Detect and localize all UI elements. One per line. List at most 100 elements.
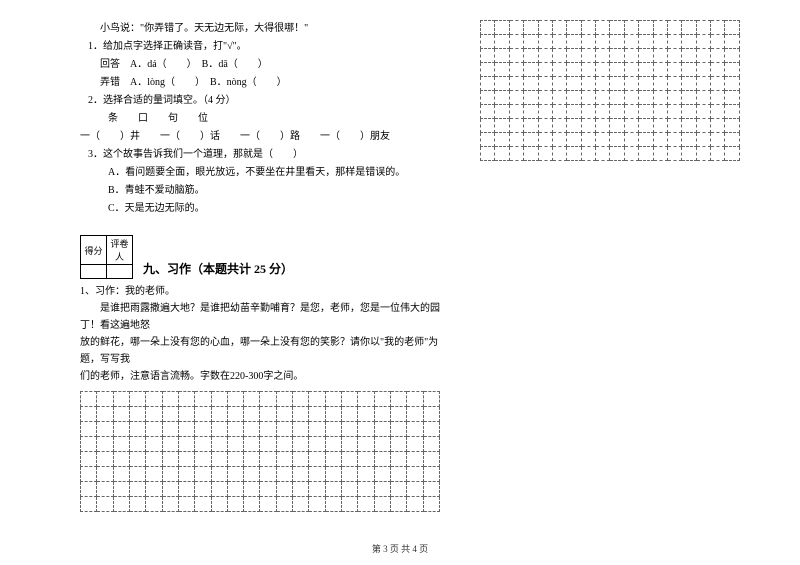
grid-cell bbox=[639, 147, 653, 161]
grid-cell bbox=[342, 497, 358, 512]
grid-cell bbox=[696, 147, 710, 161]
grid-cell bbox=[407, 407, 423, 422]
grid-cell bbox=[390, 437, 406, 452]
grid-cell bbox=[696, 105, 710, 119]
grid-cell bbox=[696, 35, 710, 49]
grid-cell bbox=[342, 422, 358, 437]
grid-cell bbox=[146, 467, 162, 482]
grid-cell bbox=[342, 482, 358, 497]
grid-cell bbox=[610, 35, 624, 49]
grid-cell bbox=[639, 91, 653, 105]
grid-cell bbox=[624, 49, 638, 63]
grid-cell bbox=[129, 392, 145, 407]
grid-cell bbox=[481, 119, 495, 133]
grid-cell bbox=[653, 77, 667, 91]
grid-cell bbox=[342, 452, 358, 467]
grid-cell bbox=[538, 119, 552, 133]
grid-cell bbox=[624, 119, 638, 133]
grid-cell bbox=[696, 49, 710, 63]
grid-cell bbox=[509, 147, 523, 161]
grid-cell bbox=[639, 35, 653, 49]
grid-cell bbox=[552, 77, 566, 91]
grid-cell bbox=[696, 21, 710, 35]
grid-cell bbox=[97, 497, 113, 512]
grid-cell bbox=[725, 77, 740, 91]
grid-cell bbox=[495, 91, 509, 105]
grid-cell bbox=[711, 77, 725, 91]
grid-cell bbox=[97, 467, 113, 482]
grid-cell bbox=[260, 482, 276, 497]
grid-cell bbox=[596, 105, 610, 119]
grid-cell bbox=[309, 467, 325, 482]
grid-cell bbox=[309, 437, 325, 452]
grid-cell bbox=[129, 497, 145, 512]
grid-cell bbox=[358, 437, 374, 452]
grid-cell bbox=[407, 422, 423, 437]
grid-cell bbox=[538, 133, 552, 147]
grid-cell bbox=[129, 422, 145, 437]
grid-cell bbox=[146, 422, 162, 437]
grid-cell bbox=[653, 133, 667, 147]
grid-cell bbox=[276, 422, 292, 437]
grid-cell bbox=[682, 49, 696, 63]
grid-cell bbox=[696, 119, 710, 133]
grid-cell bbox=[211, 467, 227, 482]
grid-cell bbox=[195, 467, 211, 482]
grid-cell bbox=[581, 63, 595, 77]
grid-cell bbox=[129, 467, 145, 482]
grid-cell bbox=[195, 482, 211, 497]
reading-q1-opt1: 回答 A．dá（ ） B．dā（ ） bbox=[80, 56, 440, 73]
grid-cell bbox=[293, 482, 309, 497]
reading-bird-line: 小鸟说："你弄错了。天无边无际，大得很哪！" bbox=[80, 20, 440, 37]
grid-cell bbox=[725, 21, 740, 35]
grid-cell bbox=[390, 407, 406, 422]
grid-cell bbox=[596, 133, 610, 147]
grid-cell bbox=[552, 49, 566, 63]
grid-cell bbox=[162, 392, 178, 407]
grid-cell bbox=[244, 407, 260, 422]
grid-cell bbox=[711, 119, 725, 133]
grid-cell bbox=[567, 105, 581, 119]
grid-cell bbox=[711, 91, 725, 105]
grid-cell bbox=[552, 35, 566, 49]
grid-cell bbox=[581, 119, 595, 133]
grid-cell bbox=[244, 392, 260, 407]
grid-cell bbox=[276, 392, 292, 407]
grid-cell bbox=[162, 482, 178, 497]
grid-cell bbox=[81, 467, 97, 482]
grid-cell bbox=[495, 77, 509, 91]
grid-cell bbox=[495, 133, 509, 147]
grid-cell bbox=[276, 452, 292, 467]
grid-cell bbox=[358, 497, 374, 512]
grid-cell bbox=[227, 407, 243, 422]
essay-prompt-line2: 放的鲜花，哪一朵上没有您的心血，哪一朵上没有您的笑影？请你以"我的老师"为题，写… bbox=[80, 334, 440, 368]
grid-cell bbox=[711, 49, 725, 63]
grid-cell bbox=[538, 147, 552, 161]
grid-cell bbox=[581, 91, 595, 105]
grid-cell bbox=[195, 497, 211, 512]
grid-cell bbox=[146, 452, 162, 467]
grid-cell bbox=[390, 452, 406, 467]
grid-cell bbox=[374, 467, 390, 482]
grid-cell bbox=[509, 49, 523, 63]
grid-cell bbox=[481, 63, 495, 77]
grid-cell bbox=[374, 407, 390, 422]
grid-cell bbox=[667, 133, 681, 147]
grid-cell bbox=[696, 77, 710, 91]
grid-cell bbox=[260, 452, 276, 467]
grid-cell bbox=[624, 35, 638, 49]
grid-cell bbox=[624, 77, 638, 91]
grid-cell bbox=[667, 77, 681, 91]
grid-cell bbox=[260, 497, 276, 512]
grid-cell bbox=[509, 133, 523, 147]
grid-cell bbox=[667, 105, 681, 119]
reading-q2: 2．选择合适的量词填空。（4 分） bbox=[80, 92, 440, 109]
grid-cell bbox=[113, 482, 129, 497]
grid-cell bbox=[325, 422, 341, 437]
grid-cell bbox=[552, 119, 566, 133]
grid-cell bbox=[260, 467, 276, 482]
grid-cell bbox=[552, 147, 566, 161]
grid-cell bbox=[195, 452, 211, 467]
grid-cell bbox=[567, 77, 581, 91]
grid-cell bbox=[581, 105, 595, 119]
